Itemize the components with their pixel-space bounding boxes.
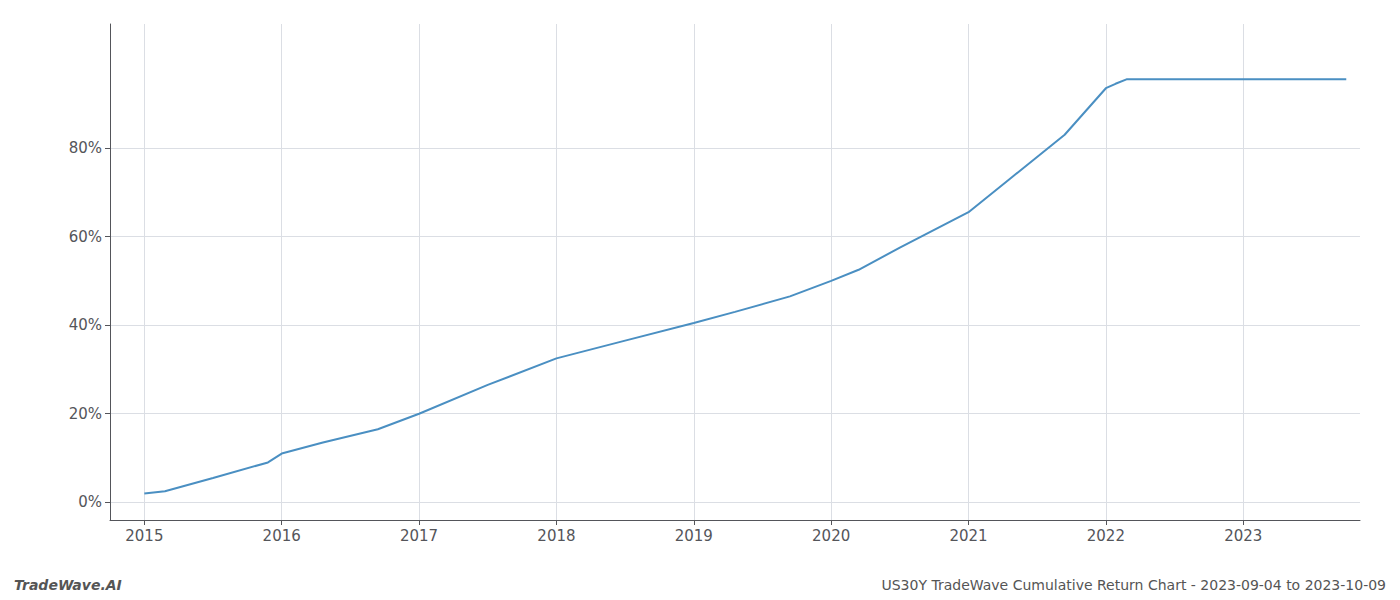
- svg-text:TradeWave.AI: TradeWave.AI: [14, 577, 122, 593]
- svg-text:20%: 20%: [69, 405, 102, 423]
- svg-text:2018: 2018: [537, 527, 575, 545]
- svg-text:2015: 2015: [125, 527, 163, 545]
- svg-text:40%: 40%: [69, 316, 102, 334]
- svg-text:2022: 2022: [1087, 527, 1125, 545]
- svg-text:2021: 2021: [949, 527, 987, 545]
- svg-text:2023: 2023: [1224, 527, 1262, 545]
- svg-text:60%: 60%: [69, 228, 102, 246]
- svg-text:80%: 80%: [69, 139, 102, 157]
- svg-text:2016: 2016: [263, 527, 301, 545]
- svg-text:2017: 2017: [400, 527, 438, 545]
- svg-text:0%: 0%: [78, 493, 102, 511]
- svg-text:2020: 2020: [812, 527, 850, 545]
- svg-text:2019: 2019: [675, 527, 713, 545]
- svg-text:US30Y TradeWave Cumulative Ret: US30Y TradeWave Cumulative Return Chart …: [881, 577, 1386, 593]
